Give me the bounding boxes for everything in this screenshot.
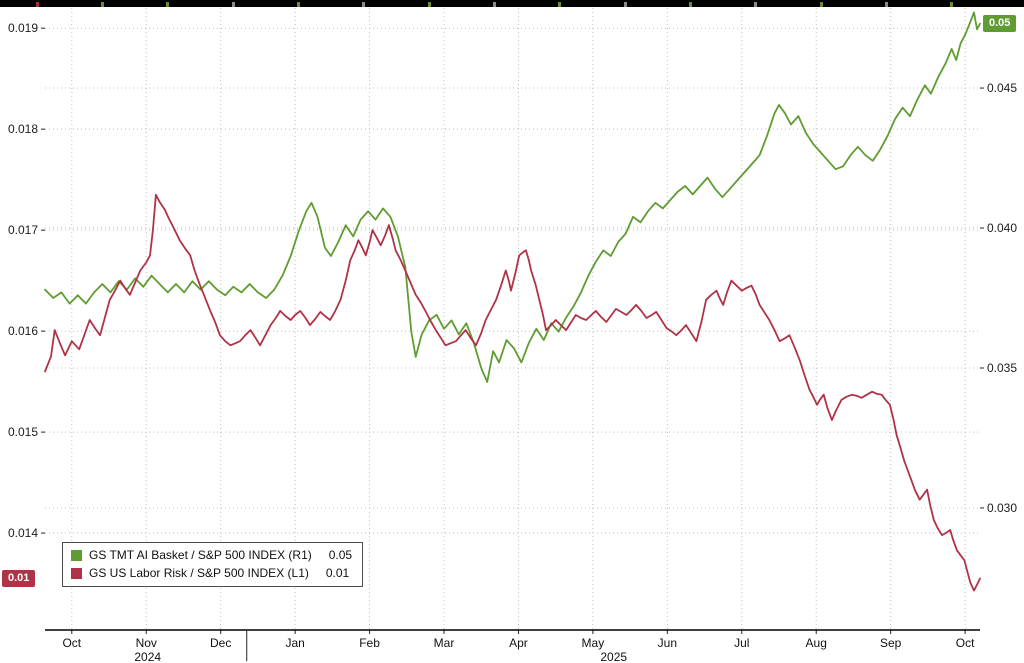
month-label: Oct bbox=[956, 636, 975, 650]
year-label: 2024 bbox=[134, 650, 161, 663]
legend-value-green: 0.05 bbox=[328, 548, 353, 562]
month-label: Oct bbox=[62, 636, 81, 650]
top-strip-mark bbox=[36, 2, 39, 7]
legend-value-red: 0.01 bbox=[325, 566, 350, 580]
top-strip-mark bbox=[754, 2, 757, 7]
month-label: Jan bbox=[285, 636, 304, 650]
left-axis-label: 0.016 bbox=[8, 324, 38, 338]
month-label: Jun bbox=[658, 636, 677, 650]
top-strip-mark bbox=[101, 2, 104, 7]
top-strip-mark bbox=[820, 2, 823, 7]
month-label: Jul bbox=[734, 636, 749, 650]
month-label: Mar bbox=[434, 636, 455, 650]
right-axis-label: 0.030 bbox=[987, 501, 1017, 515]
green-last-value-badge: 0.05 bbox=[983, 14, 1017, 32]
right-axis-label: 0.040 bbox=[987, 221, 1017, 235]
series-line-gs-tmt-ai-basket bbox=[44, 11, 981, 383]
legend-item-gs-tmt-ai-basket: GS TMT AI Basket / S&P 500 INDEX (R1) 0.… bbox=[71, 548, 352, 562]
cropped-top-strip bbox=[0, 0, 1024, 7]
top-strip-mark bbox=[297, 2, 300, 7]
left-axis-label: 0.019 bbox=[8, 21, 38, 35]
series-line-gs-us-labor-risk bbox=[44, 193, 981, 592]
month-label: Aug bbox=[806, 636, 827, 650]
month-label: Apr bbox=[509, 636, 528, 650]
top-strip-mark bbox=[558, 2, 561, 7]
left-axis-label: 0.014 bbox=[8, 526, 38, 540]
red-last-value-badge: 0.01 bbox=[2, 569, 36, 587]
top-strip-mark bbox=[950, 2, 953, 7]
top-strip-mark bbox=[885, 2, 888, 7]
year-label: 2025 bbox=[600, 650, 627, 663]
month-label: Dec bbox=[210, 636, 231, 650]
month-label: Feb bbox=[359, 636, 380, 650]
legend: GS TMT AI Basket / S&P 500 INDEX (R1) 0.… bbox=[62, 542, 364, 587]
left-axis-label: 0.015 bbox=[8, 425, 38, 439]
left-axis-label: 0.018 bbox=[8, 122, 38, 136]
top-strip-mark bbox=[232, 2, 235, 7]
top-strip-mark bbox=[428, 2, 431, 7]
top-strip-mark bbox=[166, 2, 169, 7]
month-label: May bbox=[582, 636, 605, 650]
red-series-swatch bbox=[71, 567, 82, 579]
left-axis-label: 0.017 bbox=[8, 223, 38, 237]
right-axis-label: 0.035 bbox=[987, 361, 1017, 375]
top-strip-mark bbox=[624, 2, 627, 7]
top-strip-mark bbox=[689, 2, 692, 7]
right-axis-label: 0.045 bbox=[987, 81, 1017, 95]
top-strip-mark bbox=[362, 2, 365, 7]
month-label: Sep bbox=[880, 636, 902, 650]
legend-label-red: GS US Labor Risk / S&P 500 INDEX (L1) bbox=[89, 566, 309, 580]
legend-label-green: GS TMT AI Basket / S&P 500 INDEX (R1) bbox=[89, 548, 312, 562]
month-label: Nov bbox=[136, 636, 157, 650]
green-series-swatch bbox=[71, 549, 82, 561]
legend-item-gs-us-labor-risk: GS US Labor Risk / S&P 500 INDEX (L1) 0.… bbox=[71, 566, 352, 580]
top-strip-mark bbox=[493, 2, 496, 7]
